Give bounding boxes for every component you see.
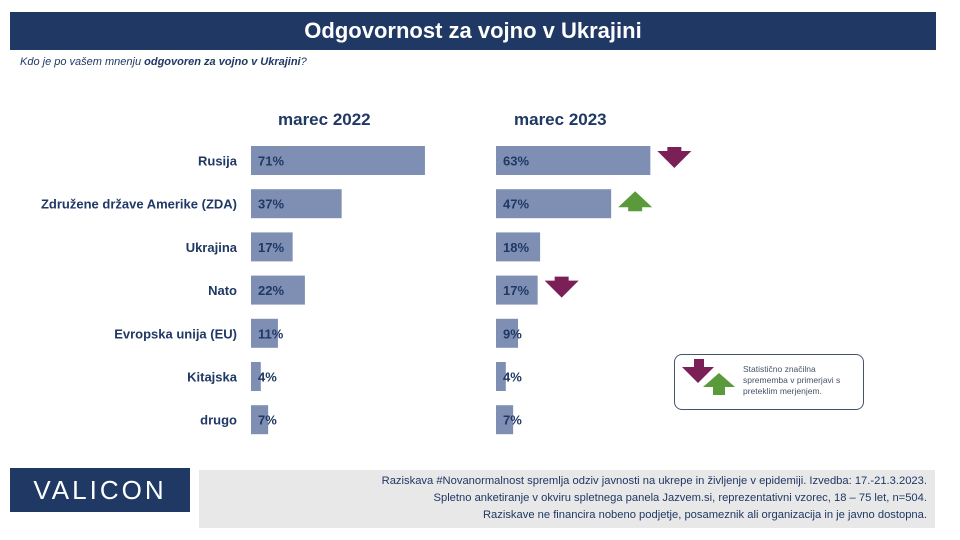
category-label: Evropska unija (EU): [114, 326, 237, 341]
bar: [496, 405, 514, 435]
subtitle-emphasis: odgovoren za vojno v Ukrajini: [144, 56, 301, 68]
legend-arrow-down-icon: [682, 359, 714, 383]
legend-text: Statistično značilna sprememba v primerj…: [743, 364, 841, 396]
data-label: 7%: [258, 413, 277, 428]
category-label: Kitajska: [187, 370, 238, 385]
subtitle-suffix: ?: [300, 56, 307, 68]
data-label: 47%: [503, 197, 529, 212]
data-label: 22%: [258, 283, 284, 298]
data-label: 17%: [503, 283, 529, 298]
footer-line-3: Raziskave ne financira nobeno podjetje, …: [482, 509, 927, 521]
significant-decrease-arrow-icon: [544, 276, 579, 298]
valicon-logo: VALICON: [10, 468, 190, 512]
data-label: 71%: [258, 154, 284, 169]
data-label: 9%: [503, 326, 522, 341]
significant-decrease-arrow-icon: [657, 147, 692, 168]
chart-title: Odgovornost za vojno v Ukrajini: [10, 12, 936, 50]
chart-subtitle: Kdo je po vašem mnenju odgovoren za vojn…: [20, 56, 307, 68]
data-label: 17%: [258, 240, 284, 255]
category-label: Združene države Amerike (ZDA): [41, 197, 237, 212]
data-label: 18%: [503, 240, 529, 255]
category-label: Rusija: [198, 154, 238, 169]
bar: [251, 189, 342, 219]
series-label-2022: marec 2022: [278, 110, 371, 129]
footer-line-1: Raziskava #Novanormalnost spremlja odziv…: [381, 475, 927, 487]
bar: [251, 146, 425, 175]
category-label: Ukrajina: [186, 240, 238, 255]
bar: [251, 318, 278, 348]
bar: [251, 232, 293, 262]
data-label: 37%: [258, 197, 284, 212]
bar: [496, 318, 519, 348]
bar: [251, 275, 305, 305]
bar: [496, 189, 612, 219]
footer-line-2: Spletno anketiranje v okviru spletnega p…: [433, 492, 927, 504]
bar: [251, 405, 269, 435]
legend-arrow-up-icon: [703, 373, 735, 395]
bar: [251, 362, 261, 391]
bar: [496, 232, 541, 262]
series-label-2023: marec 2023: [514, 110, 607, 129]
data-label: 4%: [503, 370, 522, 385]
subtitle-prefix: Kdo je po vašem mnenju: [20, 56, 145, 68]
category-label: drugo: [200, 413, 237, 428]
data-label: 11%: [258, 326, 284, 341]
footer-note: Raziskava #Novanormalnost spremlja odziv…: [199, 470, 935, 528]
data-label: 7%: [503, 413, 522, 428]
data-label: 4%: [258, 370, 277, 385]
data-label: 63%: [503, 154, 529, 169]
bar: [496, 275, 538, 305]
bar: [496, 146, 651, 175]
bar: [496, 362, 506, 391]
legend-arrows-icon: [682, 359, 735, 395]
category-label: Nato: [208, 283, 237, 298]
significant-increase-arrow-icon: [618, 191, 653, 212]
legend-box: Statistično značilna sprememba v primerj…: [674, 354, 864, 410]
